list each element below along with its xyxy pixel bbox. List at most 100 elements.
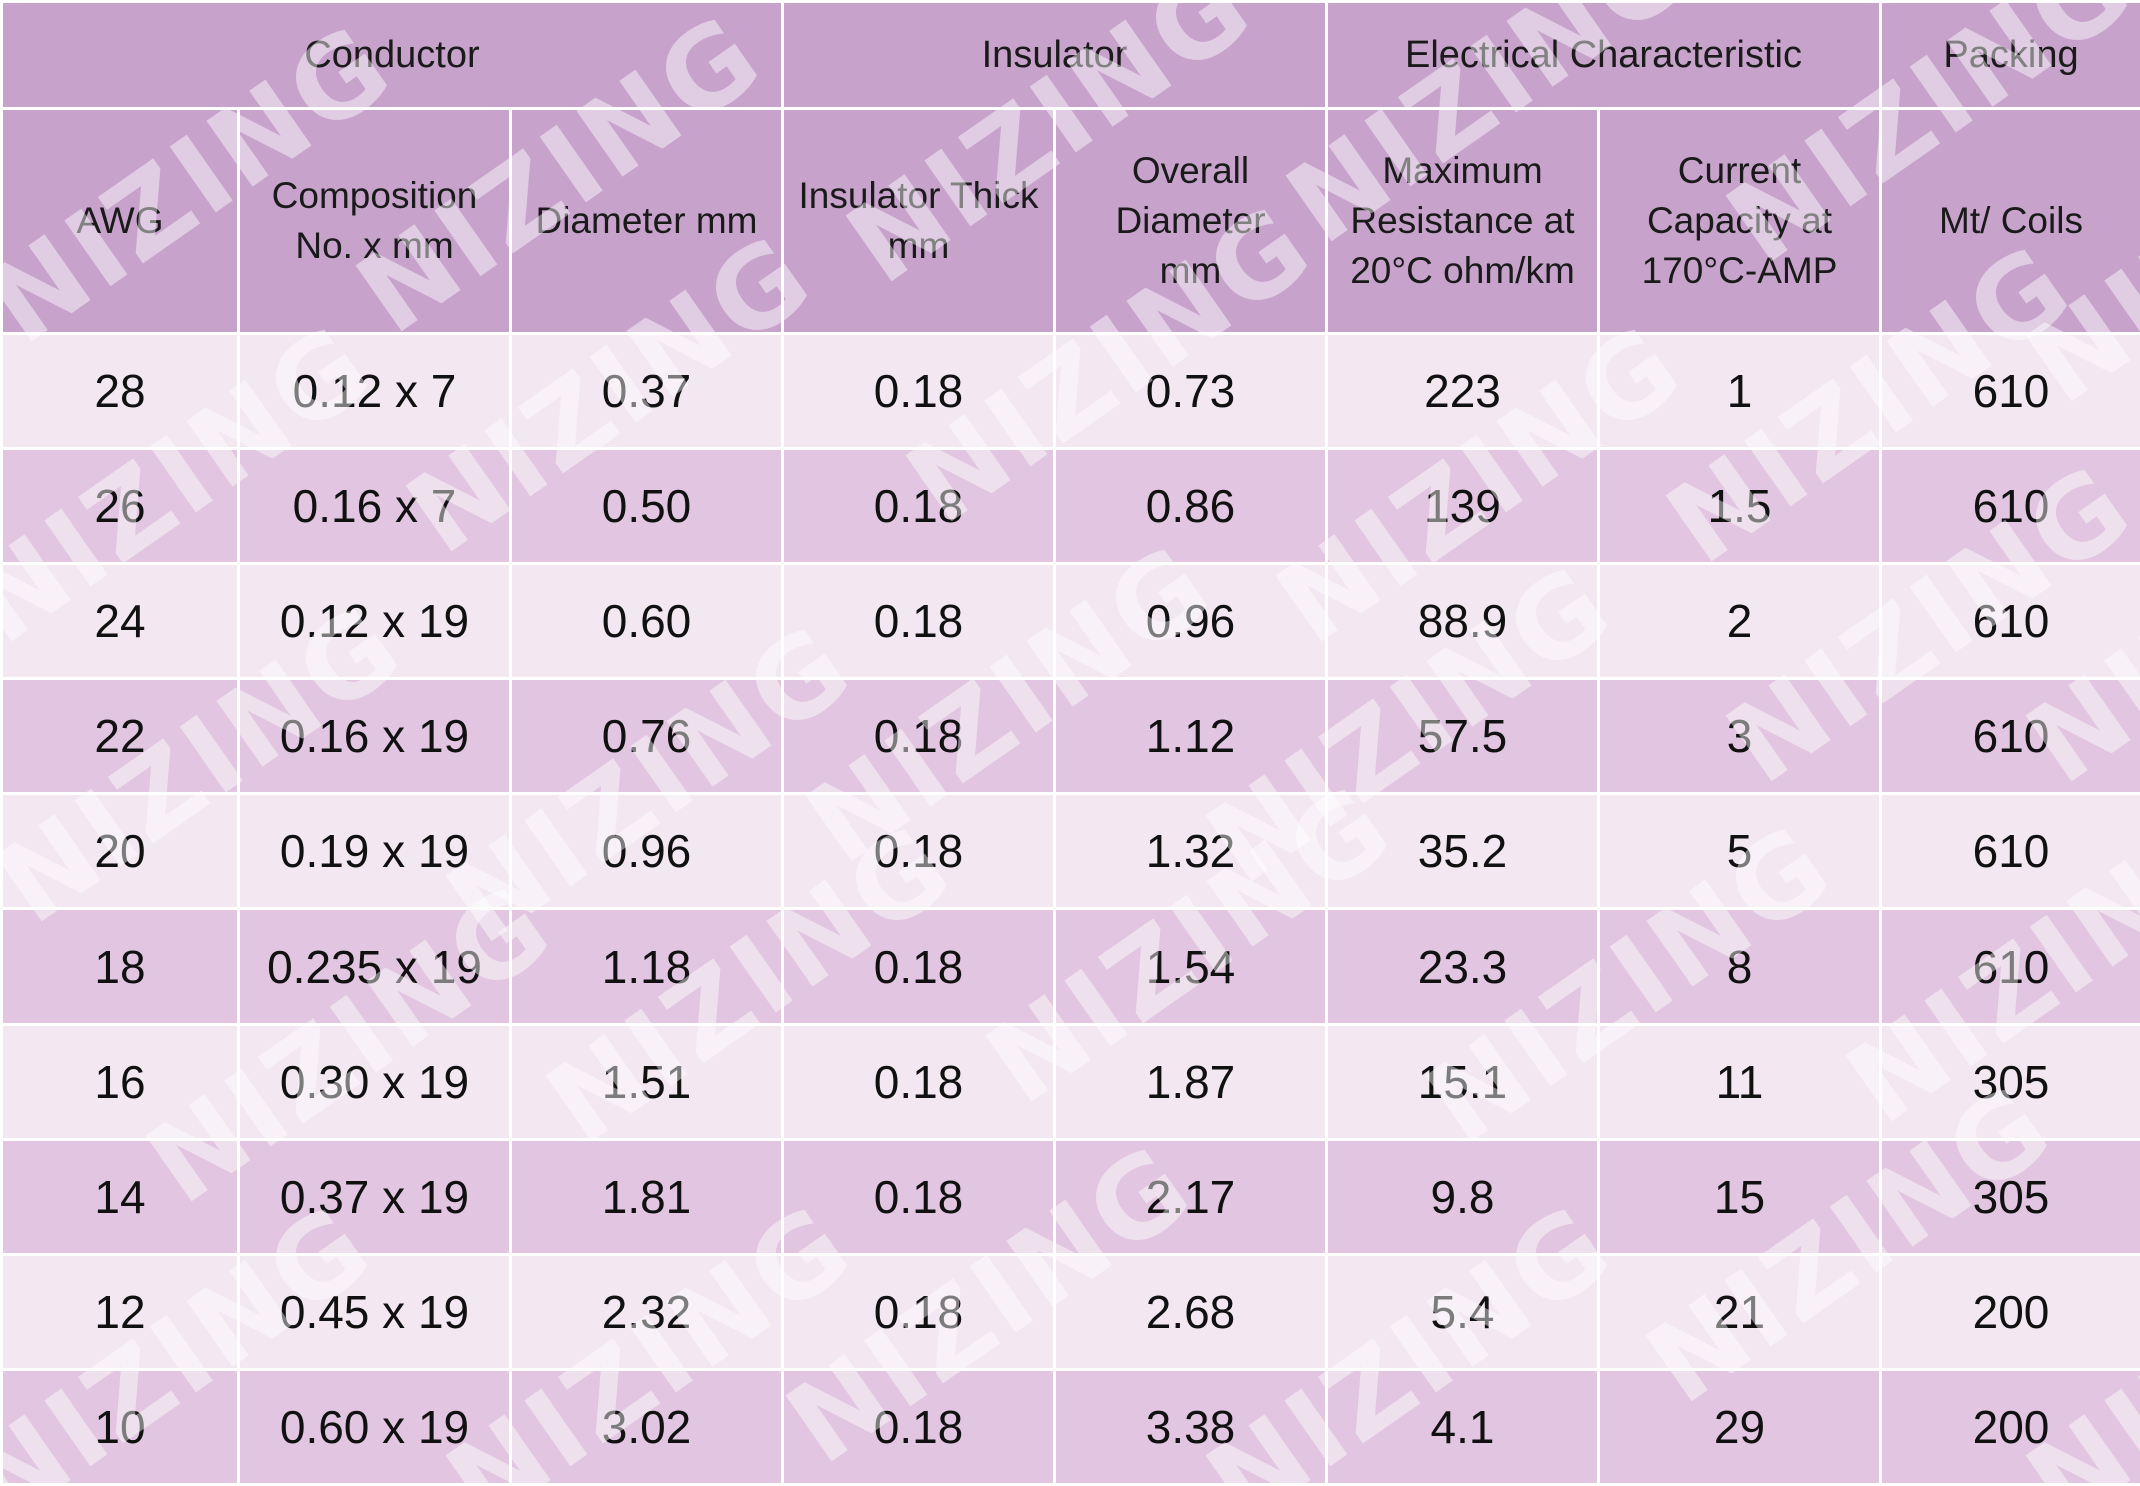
cell-awg: 12 — [0, 1252, 240, 1371]
cell-composition: 0.12 x 7 — [237, 331, 512, 451]
column-header-line: 20°C ohm/km — [1350, 250, 1575, 291]
column-header-line: Diameter mm — [535, 200, 758, 241]
cell-insulator-thick: 0.18 — [781, 1137, 1056, 1256]
cell-insulator-thick: 0.18 — [781, 447, 1056, 566]
cell-diameter: 0.37 — [509, 331, 784, 451]
cell-overall-diameter: 1.32 — [1053, 792, 1328, 911]
group-header-electrical: Electrical Characteristic — [1325, 0, 1882, 110]
column-header-line: No. x mm — [295, 225, 454, 266]
cell-overall-diameter: 2.68 — [1053, 1252, 1328, 1371]
cell-composition: 0.12 x 19 — [237, 562, 512, 681]
cell-insulator-thick: 0.18 — [781, 792, 1056, 911]
cell-mt-coils: 610 — [1879, 562, 2140, 681]
cell-awg: 28 — [0, 331, 240, 451]
column-header-line: mm — [1159, 250, 1222, 291]
cell-awg: 18 — [0, 907, 240, 1026]
cell-mt-coils: 610 — [1879, 907, 2140, 1026]
column-header-line: Mt/ Coils — [1939, 200, 2083, 241]
cell-awg: 16 — [0, 1022, 240, 1141]
cell-insulator-thick: 0.18 — [781, 1367, 1056, 1486]
cell-max-resistance: 9.8 — [1325, 1137, 1600, 1256]
cell-overall-diameter: 0.73 — [1053, 331, 1328, 451]
table-row: 12 0.45 x 19 2.32 0.18 2.68 5.4 21 200 — [0, 1252, 2140, 1371]
cell-max-resistance: 88.9 — [1325, 562, 1600, 681]
cell-composition: 0.235 x 19 — [237, 907, 512, 1026]
cell-current-capacity: 5 — [1597, 792, 1882, 911]
column-header-composition: Composition No. x mm — [237, 107, 512, 335]
column-header-line: Overall — [1131, 150, 1250, 191]
column-header-line: Insulator Thick — [798, 175, 1039, 216]
cell-current-capacity: 21 — [1597, 1252, 1882, 1371]
cell-insulator-thick: 0.18 — [781, 907, 1056, 1026]
column-header-diameter: Diameter mm — [509, 107, 784, 335]
cell-awg: 26 — [0, 447, 240, 566]
cell-overall-diameter: 1.87 — [1053, 1022, 1328, 1141]
cell-current-capacity: 3 — [1597, 677, 1882, 796]
cell-overall-diameter: 1.12 — [1053, 677, 1328, 796]
column-header-line: Diameter — [1115, 200, 1266, 241]
cell-composition: 0.30 x 19 — [237, 1022, 512, 1141]
cell-diameter: 1.81 — [509, 1137, 784, 1256]
cell-max-resistance: 35.2 — [1325, 792, 1600, 911]
cell-max-resistance: 23.3 — [1325, 907, 1600, 1026]
cell-mt-coils: 610 — [1879, 331, 2140, 451]
cell-current-capacity: 2 — [1597, 562, 1882, 681]
cell-awg: 24 — [0, 562, 240, 681]
table-row: 28 0.12 x 7 0.37 0.18 0.73 223 1 610 — [0, 331, 2140, 451]
cell-composition: 0.16 x 7 — [237, 447, 512, 566]
group-header-packing: Packing — [1879, 0, 2140, 110]
cell-diameter: 2.32 — [509, 1252, 784, 1371]
table-row: 20 0.19 x 19 0.96 0.18 1.32 35.2 5 610 — [0, 792, 2140, 911]
cell-mt-coils: 305 — [1879, 1137, 2140, 1256]
table-row: 18 0.235 x 19 1.18 0.18 1.54 23.3 8 610 — [0, 907, 2140, 1026]
cell-max-resistance: 139 — [1325, 447, 1600, 566]
cell-insulator-thick: 0.18 — [781, 677, 1056, 796]
cell-mt-coils: 200 — [1879, 1252, 2140, 1371]
cell-current-capacity: 8 — [1597, 907, 1882, 1026]
cell-current-capacity: 11 — [1597, 1022, 1882, 1141]
column-header-line: mm — [887, 225, 950, 266]
cell-composition: 0.37 x 19 — [237, 1137, 512, 1256]
table-row: 22 0.16 x 19 0.76 0.18 1.12 57.5 3 610 — [0, 677, 2140, 796]
cell-composition: 0.19 x 19 — [237, 792, 512, 911]
cell-current-capacity: 1.5 — [1597, 447, 1882, 566]
column-header-line: Current — [1677, 150, 1802, 191]
cell-overall-diameter: 0.96 — [1053, 562, 1328, 681]
cell-mt-coils: 200 — [1879, 1367, 2140, 1486]
column-header-line: Maximum — [1382, 150, 1543, 191]
cell-diameter: 1.51 — [509, 1022, 784, 1141]
column-header-line: AWG — [76, 200, 164, 241]
cell-diameter: 3.02 — [509, 1367, 784, 1486]
column-header-line: 170°C-AMP — [1641, 250, 1838, 291]
column-header-line: Capacity at — [1646, 200, 1833, 241]
cell-overall-diameter: 1.54 — [1053, 907, 1328, 1026]
column-header-insulator-thick: Insulator Thick mm — [781, 107, 1056, 335]
table-row: 24 0.12 x 19 0.60 0.18 0.96 88.9 2 610 — [0, 562, 2140, 681]
cell-current-capacity: 29 — [1597, 1367, 1882, 1486]
table-row: 10 0.60 x 19 3.02 0.18 3.38 4.1 29 200 — [0, 1367, 2140, 1486]
column-header-max-resistance: Maximum Resistance at 20°C ohm/km — [1325, 107, 1600, 335]
cell-mt-coils: 305 — [1879, 1022, 2140, 1141]
cell-composition: 0.16 x 19 — [237, 677, 512, 796]
cell-max-resistance: 15.1 — [1325, 1022, 1600, 1141]
cell-diameter: 0.60 — [509, 562, 784, 681]
cell-overall-diameter: 2.17 — [1053, 1137, 1328, 1256]
column-header-line: Composition — [271, 175, 478, 216]
group-header-row: Conductor Insulator Electrical Character… — [0, 0, 2140, 110]
group-header-insulator: Insulator — [781, 0, 1328, 110]
cell-insulator-thick: 0.18 — [781, 1022, 1056, 1141]
group-header-conductor: Conductor — [0, 0, 784, 110]
cell-max-resistance: 223 — [1325, 331, 1600, 451]
cell-awg: 14 — [0, 1137, 240, 1256]
cell-mt-coils: 610 — [1879, 677, 2140, 796]
table-row: 14 0.37 x 19 1.81 0.18 2.17 9.8 15 305 — [0, 1137, 2140, 1256]
column-header-awg: AWG — [0, 107, 240, 335]
table-row: 16 0.30 x 19 1.51 0.18 1.87 15.1 11 305 — [0, 1022, 2140, 1141]
cell-awg: 10 — [0, 1367, 240, 1486]
cell-awg: 20 — [0, 792, 240, 911]
cell-composition: 0.45 x 19 — [237, 1252, 512, 1371]
cell-current-capacity: 1 — [1597, 331, 1882, 451]
cell-max-resistance: 5.4 — [1325, 1252, 1600, 1371]
